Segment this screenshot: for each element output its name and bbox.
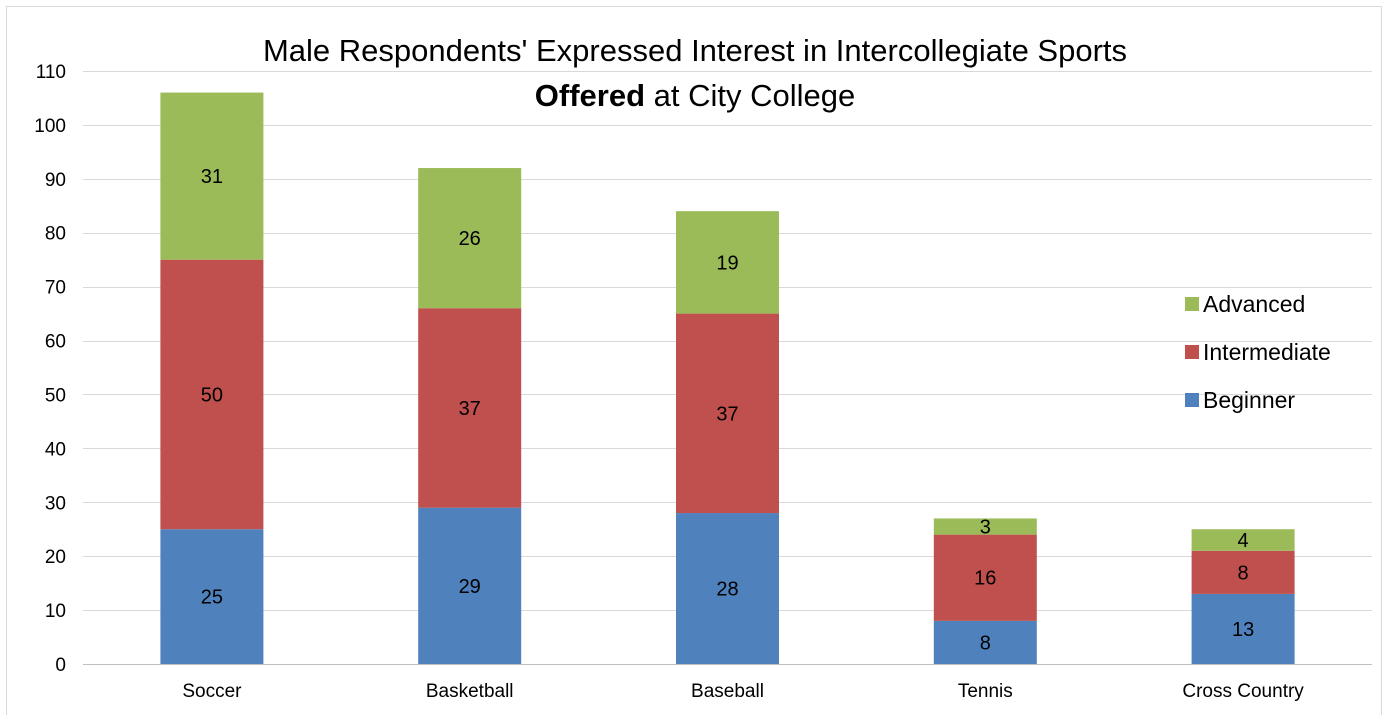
bar-advanced-cross-country — [1191, 529, 1295, 551]
data-label: 26 — [459, 228, 481, 250]
y-axis: 0 10 20 30 40 50 60 70 80 90 100 110 — [34, 62, 66, 676]
bars — [160, 92, 1295, 664]
y-tick-label: 60 — [45, 332, 66, 353]
data-label: 19 — [716, 252, 738, 274]
bar-beginner-baseball — [676, 513, 779, 664]
bar-beginner-cross-country — [1191, 593, 1295, 664]
legend-label-advanced: Advanced — [1203, 291, 1305, 317]
y-tick-label: 10 — [45, 601, 66, 622]
data-label: 50 — [201, 384, 223, 406]
bar-advanced-basketball — [418, 168, 522, 309]
bar-intermediate-baseball — [676, 313, 779, 514]
legend-swatch-intermediate — [1185, 345, 1199, 359]
y-tick-label: 40 — [45, 439, 66, 460]
y-tick-label: 30 — [45, 493, 66, 514]
data-label: 29 — [459, 576, 481, 598]
bar-intermediate-tennis — [933, 534, 1037, 621]
x-tick-label: Cross Country — [1182, 681, 1304, 702]
x-tick-label: Soccer — [182, 681, 242, 702]
bar-intermediate-cross-country — [1191, 550, 1295, 594]
x-tick-label: Baseball — [691, 681, 764, 702]
data-label: 25 — [201, 587, 223, 609]
bar-advanced-baseball — [676, 211, 779, 314]
bar-beginner-basketball — [418, 507, 522, 664]
legend-label-intermediate: Intermediate — [1203, 339, 1331, 365]
bar-advanced-tennis — [933, 518, 1037, 535]
bar-beginner-tennis — [933, 620, 1037, 664]
data-label: 3 — [980, 517, 991, 539]
x-axis: Soccer Basketball Baseball Tennis Cross Coun… — [182, 681, 1304, 702]
chart-title-line2: Offered at City College — [535, 78, 855, 113]
data-labels: 25 50 31 29 37 26 28 37 19 8 16 3 13 8 4 — [201, 166, 1254, 654]
bar-beginner-soccer — [160, 529, 264, 664]
data-label: 31 — [201, 166, 223, 188]
legend-swatch-beginner — [1185, 393, 1199, 407]
data-label: 37 — [716, 403, 738, 425]
x-tick-label: Tennis — [958, 681, 1013, 702]
y-tick-label: 80 — [45, 224, 66, 245]
data-label: 4 — [1238, 530, 1249, 552]
y-tick-label: 70 — [45, 278, 66, 299]
legend: Advanced Intermediate Beginner — [1185, 291, 1331, 413]
y-tick-label: 90 — [45, 170, 66, 191]
y-tick-label: 0 — [55, 655, 66, 676]
data-label: 16 — [974, 568, 996, 590]
chart-title-rest: at City College — [645, 78, 855, 113]
x-tick-label: Basketball — [426, 681, 514, 702]
legend-label-beginner: Beginner — [1203, 387, 1295, 413]
y-tick-label: 110 — [36, 62, 66, 83]
chart-title-bold: Offered — [535, 78, 645, 113]
legend-swatch-advanced — [1185, 297, 1199, 311]
data-label: 37 — [459, 398, 481, 420]
bar-intermediate-basketball — [418, 308, 522, 508]
y-tick-label: 100 — [34, 116, 66, 137]
data-label: 8 — [980, 632, 991, 654]
bar-advanced-soccer — [160, 92, 264, 260]
data-label: 28 — [716, 579, 738, 601]
data-label: 8 — [1238, 562, 1249, 584]
y-tick-label: 50 — [45, 385, 66, 406]
chart-title: Male Respondents' Expressed Interest in … — [263, 33, 1127, 113]
data-label: 13 — [1232, 619, 1254, 641]
chart-title-line1: Male Respondents' Expressed Interest in … — [263, 33, 1127, 68]
bar-intermediate-soccer — [160, 259, 264, 530]
y-tick-label: 20 — [45, 547, 66, 568]
